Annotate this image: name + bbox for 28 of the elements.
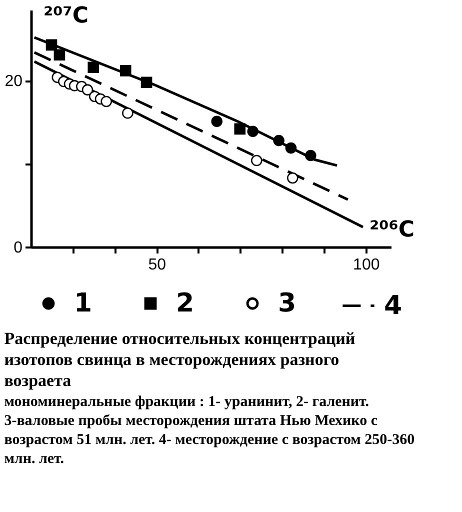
point: [82, 84, 94, 96]
y-axis-title: ²⁰⁷C: [44, 4, 89, 28]
point: [88, 62, 100, 74]
point: [54, 49, 66, 61]
point: [140, 76, 152, 88]
x-tick-label: 50: [148, 256, 166, 274]
point: [250, 154, 262, 166]
point: [234, 123, 246, 135]
point: [211, 116, 223, 128]
legend-label: 1: [74, 288, 92, 318]
y-tick-label: 20: [4, 73, 23, 90]
point: [285, 142, 297, 154]
point: [46, 39, 58, 51]
point: [286, 172, 298, 184]
legend-label: 2: [176, 288, 194, 318]
point: [304, 150, 316, 162]
y-tick-label: 0: [14, 240, 23, 256]
point: [122, 107, 134, 119]
legend-label: 3: [278, 288, 296, 318]
text: мономинеральные фракции : 1- уранинит, 2- галенит. 3-валовые пробы месторождения штата Нью Мехико с возрастом 51 млн. лет. 4- месторождение с возрастом 250-360 млн. лет.: [4, 394, 415, 467]
point: [100, 96, 112, 108]
point: [247, 126, 259, 138]
legend-label: 4: [384, 290, 402, 321]
point: [120, 65, 132, 76]
text: Распределение относительных концентраций изотопов свинца в месторождениях разного возраета: [4, 329, 356, 390]
point: [273, 134, 284, 146]
x-axis-title: ²⁰⁶C: [370, 218, 415, 242]
x-tick-label: 100: [353, 256, 380, 274]
